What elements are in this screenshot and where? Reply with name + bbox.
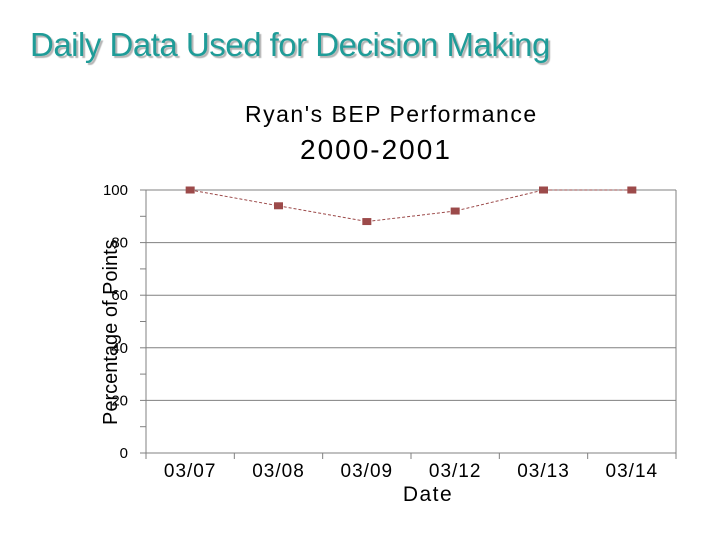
x-tick-label: 03/08 bbox=[252, 461, 305, 482]
y-tick-label: 0 bbox=[120, 445, 128, 462]
data-point bbox=[362, 218, 372, 226]
y-tick-label: 80 bbox=[111, 235, 128, 252]
x-axis-title: Date bbox=[403, 483, 453, 506]
data-point bbox=[627, 186, 637, 194]
x-tick-label: 03/09 bbox=[341, 461, 394, 482]
chart-subtitle: 2000-2001 bbox=[300, 134, 452, 165]
x-tick-label: 03/07 bbox=[164, 461, 217, 482]
series bbox=[185, 186, 637, 226]
x-tick-label: 03/14 bbox=[606, 461, 659, 482]
axes bbox=[140, 189, 677, 459]
y-tick-label: 100 bbox=[103, 182, 128, 199]
data-point bbox=[450, 207, 460, 215]
series-line bbox=[190, 189, 632, 223]
x-tick-label: 03/13 bbox=[517, 461, 570, 482]
data-point bbox=[274, 202, 283, 210]
gridlines bbox=[146, 189, 676, 401]
y-tick-label: 60 bbox=[111, 287, 128, 304]
data-point bbox=[185, 186, 195, 194]
y-tick-label: 20 bbox=[111, 392, 128, 409]
slide-title: Daily Data Used for Decision Making bbox=[30, 26, 550, 63]
y-tick-labels: 0 20 40 60 80 100 bbox=[103, 182, 128, 462]
x-tick-label: 03/12 bbox=[429, 461, 482, 482]
chart-title: Ryan's BEP Performance bbox=[245, 101, 538, 127]
y-tick-label: 40 bbox=[111, 340, 128, 357]
data-point bbox=[539, 186, 548, 194]
x-tick-labels: 03/07 03/08 03/09 03/12 03/13 03/14 bbox=[164, 461, 659, 482]
y-axis-title: Percentage of Points bbox=[100, 239, 122, 425]
